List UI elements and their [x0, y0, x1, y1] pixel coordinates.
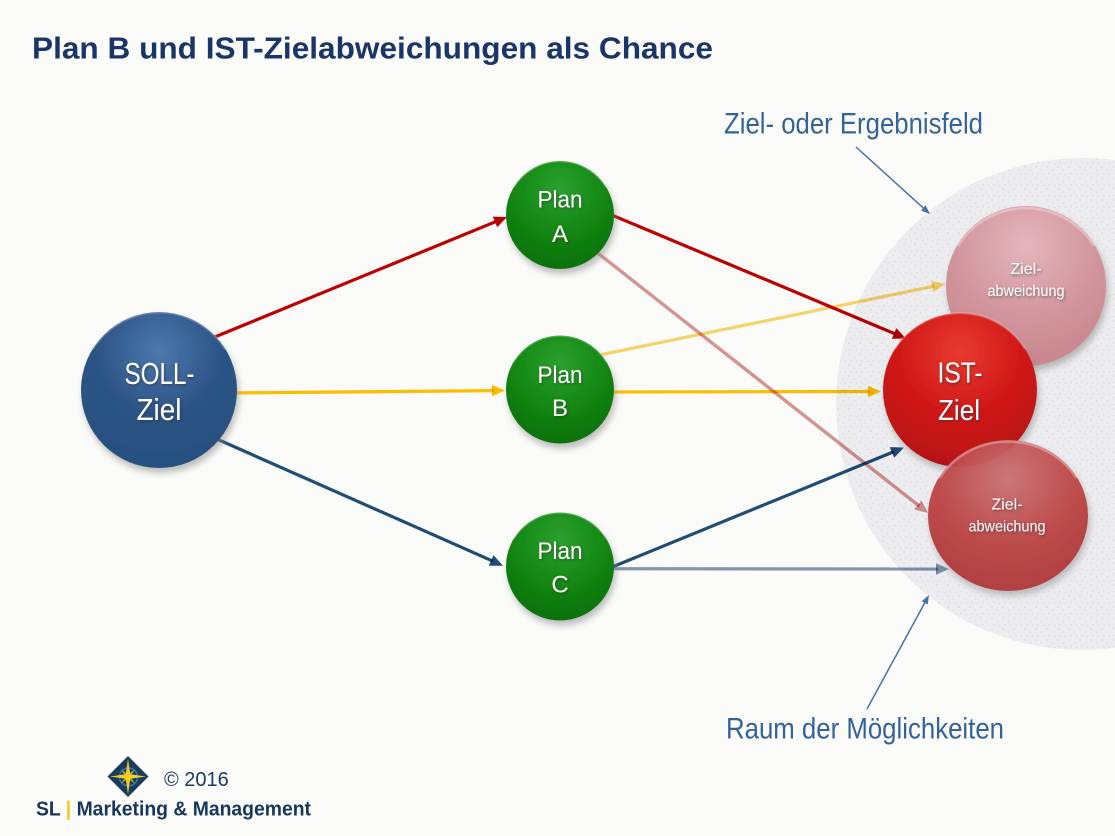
svg-text:Plan: Plan	[538, 538, 583, 565]
svg-text:C: C	[551, 572, 568, 599]
svg-text:abweichung: abweichung	[988, 283, 1065, 300]
svg-text:Ziel-: Ziel-	[1010, 261, 1041, 278]
svg-text:abweichung: abweichung	[969, 519, 1046, 536]
svg-text:Plan B und IST-Zielabweichunge: Plan B und IST-Zielabweichungen als Chan…	[32, 31, 713, 66]
svg-text:SOLL-: SOLL-	[125, 356, 195, 391]
svg-text:Ziel- oder Ergebnisfeld: Ziel- oder Ergebnisfeld	[724, 108, 983, 141]
svg-text:A: A	[552, 221, 568, 248]
svg-text:SL | Marketing & Management: SL | Marketing & Management	[36, 799, 311, 821]
svg-text:B: B	[552, 395, 568, 422]
svg-text:IST-: IST-	[938, 357, 983, 389]
svg-text:Ziel: Ziel	[137, 392, 182, 427]
svg-text:Ziel: Ziel	[938, 395, 980, 427]
svg-text:Plan: Plan	[538, 186, 583, 213]
svg-text:Plan: Plan	[538, 362, 583, 389]
svg-text:Ziel-: Ziel-	[991, 497, 1022, 514]
svg-text:Raum der Möglichkeiten: Raum der Möglichkeiten	[726, 713, 1004, 746]
svg-text:© 2016: © 2016	[164, 769, 229, 791]
